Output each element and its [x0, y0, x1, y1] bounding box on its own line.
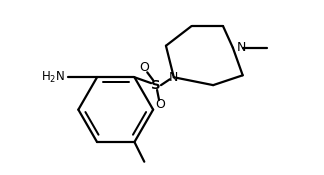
Text: N: N: [237, 41, 246, 54]
Text: O: O: [139, 61, 149, 74]
Text: O: O: [155, 98, 165, 111]
Text: H$_2$N: H$_2$N: [41, 70, 65, 85]
Text: N: N: [169, 71, 179, 84]
Text: S: S: [151, 79, 161, 92]
